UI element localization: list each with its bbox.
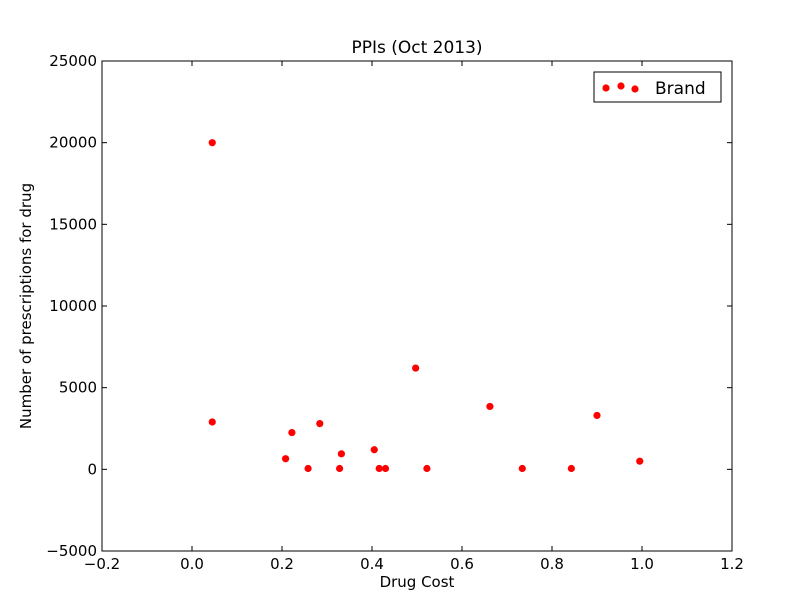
data-point: [336, 464, 344, 473]
legend-label-brand: Brand: [655, 79, 706, 99]
plot-frame: [101, 60, 733, 552]
data-point: [423, 464, 431, 473]
y-tick-label: 5000: [59, 379, 97, 397]
legend-box: [593, 71, 722, 103]
data-point: [381, 464, 390, 473]
y-tick-label: −5000: [46, 542, 97, 560]
data-point: [337, 450, 345, 458]
x-tick-label: 1.0: [630, 555, 654, 573]
data-point: [593, 411, 601, 420]
data-point: [375, 464, 383, 473]
legend-marker: [617, 82, 625, 90]
x-axis: −0.2 0.0 0.2 0.4 0.6 0.8 1.0 1.2: [84, 61, 744, 573]
data-points: [208, 139, 644, 473]
legend-marker: [602, 84, 610, 92]
data-point: [208, 139, 216, 147]
data-point: [304, 464, 312, 473]
x-tick-label: 0.4: [360, 555, 384, 573]
x-tick-label: 0.6: [450, 555, 474, 573]
legend: Brand: [593, 71, 722, 103]
data-point: [486, 402, 494, 411]
data-point: [208, 418, 216, 426]
data-point: [282, 455, 290, 463]
y-tick-label: 15000: [49, 215, 97, 233]
data-point: [567, 464, 575, 473]
x-tick-label: 1.2: [720, 555, 744, 573]
x-tick-label: −0.2: [84, 555, 120, 573]
y-axis-label: Number of prescriptions for drug: [17, 183, 35, 429]
data-point: [370, 446, 378, 454]
chart-title: PPIs (Oct 2013): [351, 38, 482, 58]
y-tick-label: 25000: [49, 52, 97, 70]
x-tick-label: 0.0: [180, 555, 204, 573]
x-axis-label: Drug Cost: [380, 573, 455, 591]
x-tick-label: 0.8: [540, 555, 564, 573]
data-point: [412, 364, 420, 372]
data-point: [518, 464, 526, 473]
x-tick-label: 0.2: [270, 555, 294, 573]
legend-marker: [631, 85, 639, 93]
plot-area: [101, 60, 733, 552]
y-axis: −5000 0 5000 10000 15000 20000 25000: [46, 52, 732, 560]
data-point: [636, 457, 644, 465]
data-point: [288, 428, 296, 437]
y-tick-label: 10000: [49, 297, 97, 315]
data-point: [316, 420, 324, 428]
y-tick-label: 20000: [49, 134, 97, 152]
y-tick-label: 0: [87, 460, 97, 478]
